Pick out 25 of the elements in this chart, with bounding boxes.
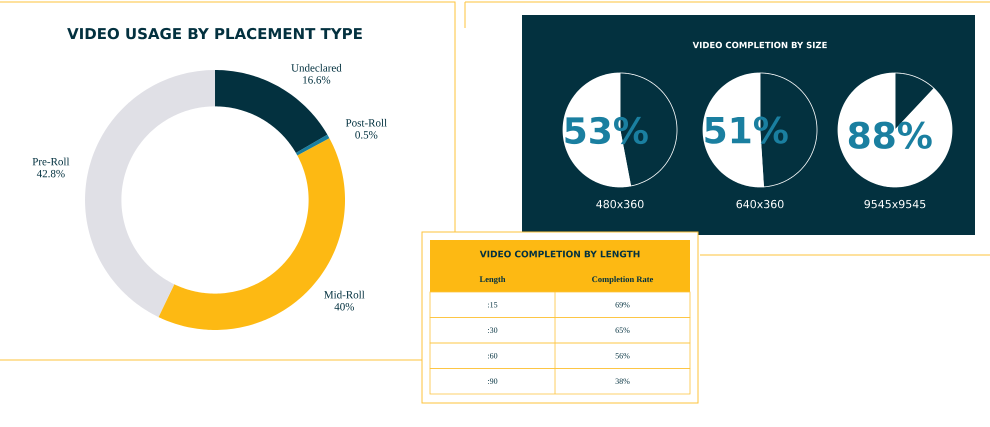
text: VIDEO COMPLETION BY LENGTH bbox=[480, 250, 640, 258]
data-label: 38% bbox=[616, 378, 630, 384]
data-label: 69% bbox=[616, 302, 630, 308]
category-label: :15 bbox=[488, 302, 498, 308]
slice-label: Undeclared bbox=[291, 64, 342, 72]
data-label: 42.8% bbox=[36, 170, 65, 178]
data-label: 16.6% bbox=[303, 76, 330, 84]
data-label: 88% bbox=[848, 122, 932, 149]
slice-label: Post-Roll bbox=[346, 118, 387, 127]
chart-title: VIDEO USAGE BY PLACEMENT TYPE bbox=[67, 28, 362, 40]
text: 9545x9545 bbox=[864, 200, 926, 208]
data-label: 65% bbox=[616, 327, 630, 333]
data-label: 56% bbox=[616, 353, 630, 359]
text: 480x360 bbox=[596, 200, 644, 208]
category-label: :60 bbox=[488, 353, 498, 358]
slice-label: Mid-Roll bbox=[324, 290, 365, 298]
data-label: 40% bbox=[334, 303, 354, 310]
data-label: 0.5% bbox=[355, 131, 378, 139]
slice-label: Pre-Roll bbox=[32, 158, 70, 166]
category-label: :30 bbox=[488, 327, 498, 333]
text: VIDEO COMPLETION BY SIZE bbox=[692, 42, 827, 48]
text: Length bbox=[480, 276, 506, 284]
text: Completion Rate bbox=[592, 276, 654, 284]
category-label: :90 bbox=[488, 378, 498, 384]
text: 640x360 bbox=[736, 200, 784, 208]
